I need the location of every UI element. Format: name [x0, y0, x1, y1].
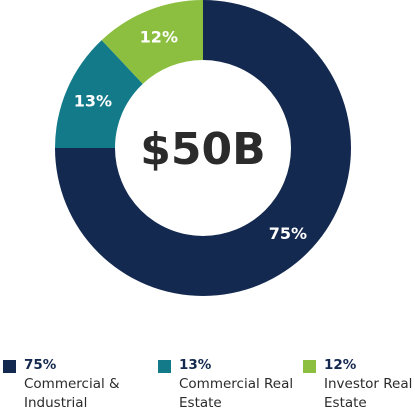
legend-percent: 75% [24, 357, 57, 373]
center-label: $50B [140, 124, 265, 175]
donut-slice [55, 40, 143, 149]
donut-slice [55, 0, 351, 296]
slice-label: 12% [140, 27, 178, 46]
legend-percent: 12% [324, 357, 357, 373]
legend-item: 75% Commercial & Industrial [3, 356, 144, 413]
legend-label: Investor Real Estate [324, 376, 413, 411]
donut-slice [101, 0, 203, 84]
legend-label: Commercial & Industrial [24, 376, 120, 411]
slice-label: 13% [74, 91, 112, 110]
legend: 75% Commercial & Industrial 13% Commercial … [0, 356, 415, 418]
legend-swatch [303, 360, 316, 373]
legend-swatch [3, 360, 16, 373]
legend-percent: 13% [179, 357, 212, 373]
legend-text: 75% Commercial & Industrial [24, 356, 144, 413]
chart: 75% 13% 12% $50B [55, 0, 351, 296]
legend-text: 12% Investor Real Estate [324, 356, 415, 413]
legend-label: Commercial Real Estate [179, 376, 294, 411]
legend-item: 13% Commercial Real Estate [158, 356, 299, 413]
legend-swatch [158, 360, 171, 373]
legend-text: 13% Commercial Real Estate [179, 356, 299, 413]
slice-label: 75% [269, 224, 307, 243]
legend-item: 12% Investor Real Estate [303, 356, 415, 413]
